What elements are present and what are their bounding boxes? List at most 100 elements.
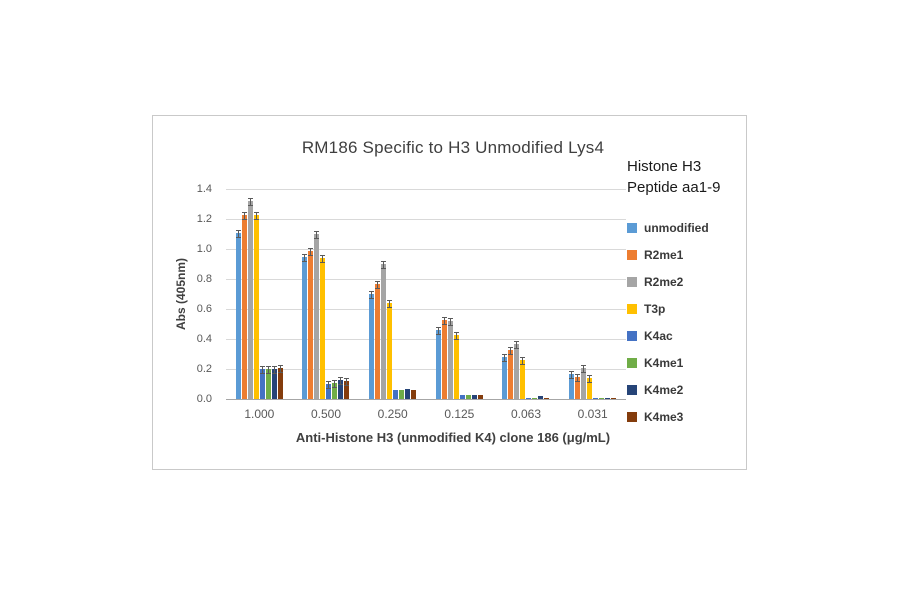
gridline	[226, 249, 626, 250]
y-tick-label: 1.4	[196, 183, 212, 195]
bar-K4me2-0.125	[471, 394, 477, 399]
bar-K4me1-0.500	[332, 379, 338, 399]
legend-item-K4ac: K4ac	[627, 322, 745, 349]
bar-K4ac-0.500	[326, 381, 332, 399]
error-bar	[435, 327, 441, 335]
error-bar	[265, 366, 271, 374]
legend-label: R2me2	[644, 274, 684, 289]
legend-label: R2me1	[644, 247, 684, 262]
bar-T3p-0.031	[587, 375, 593, 399]
bar-unmodified-1.000	[235, 229, 241, 399]
x-tick-label: 1.000	[244, 407, 275, 421]
bar-K4ac-1.000	[259, 366, 265, 399]
error-bar	[259, 366, 265, 374]
plot-area	[226, 189, 626, 400]
legend-label: K4ac	[644, 328, 673, 343]
y-tick-label: 0.0	[196, 393, 212, 405]
bar-K4me1-1.000	[265, 366, 271, 399]
bar-groups	[226, 189, 626, 399]
bar-R2me2-0.031	[581, 364, 587, 399]
bar-K4me3-0.063	[544, 397, 550, 399]
bar-K4ac-0.250	[393, 390, 399, 399]
bar-K4me3-1.000	[277, 364, 283, 399]
legend-swatch-icon	[627, 276, 637, 287]
legend-label: K4me2	[644, 382, 684, 397]
error-bar	[271, 366, 277, 374]
bar-unmodified-0.031	[569, 370, 575, 399]
bar-group-0.063	[493, 189, 560, 399]
bar-R2me1-0.031	[575, 373, 581, 399]
bar-T3p-0.125	[453, 331, 459, 399]
legend-label: T3p	[644, 301, 666, 316]
error-bar	[387, 300, 393, 308]
legend: Histone H3 Peptide aa1-9 unmodified R2me1…	[627, 156, 745, 430]
gridline	[226, 309, 626, 310]
error-bar	[247, 198, 253, 206]
x-axis-line	[226, 399, 626, 400]
y-axis-ticks: 0.0 0.2 0.4 0.6 0.8 1.0 1.2 1.4	[179, 183, 219, 405]
bar-K4me3-0.500	[344, 378, 350, 399]
error-bar	[314, 231, 320, 239]
y-tick-label: 1.2	[196, 213, 212, 225]
chart-title: RM186 Specific to H3 Unmodified Lys4	[301, 138, 605, 157]
legend-item-K4me2: K4me2	[627, 376, 745, 403]
gridline	[226, 279, 626, 280]
bar-group-0.125	[426, 189, 493, 399]
bar-K4me2-0.250	[405, 388, 411, 399]
x-tick-label: 0.125	[444, 407, 475, 421]
bar-K4me1-0.125	[465, 394, 471, 399]
error-bar	[338, 376, 344, 385]
error-bar	[320, 255, 326, 263]
bar-K4me1-0.063	[532, 397, 538, 399]
legend-label: unmodified	[644, 220, 709, 235]
error-bar	[332, 379, 338, 388]
gridline	[226, 339, 626, 340]
legend-label: K4me3	[644, 409, 684, 424]
legend-swatch-icon	[627, 249, 637, 260]
error-bar	[326, 381, 332, 389]
error-bar	[520, 357, 526, 365]
bar-K4me1-0.031	[599, 398, 605, 399]
error-bar	[569, 370, 575, 379]
error-bar	[302, 253, 308, 262]
x-tick-label: 0.500	[310, 407, 342, 421]
y-tick-label: 0.6	[196, 303, 212, 315]
error-bar	[587, 375, 593, 383]
bar-R2me2-1.000	[247, 198, 253, 399]
legend-title: Histone H3 Peptide aa1-9	[627, 158, 721, 196]
bar-unmodified-0.500	[302, 253, 308, 399]
bar-K4ac-0.031	[593, 397, 599, 399]
error-bar	[441, 316, 447, 325]
bar-group-0.500	[293, 189, 360, 399]
legend-item-K4me1: K4me1	[627, 349, 745, 376]
legend-item-T3p: T3p	[627, 295, 745, 322]
legend-swatch-icon	[627, 330, 637, 341]
y-tick-label: 0.2	[196, 363, 212, 375]
bar-T3p-0.250	[387, 300, 393, 399]
bar-group-0.250	[359, 189, 426, 399]
error-bar	[308, 247, 314, 256]
bar-group-1.000	[226, 189, 293, 399]
error-bar	[369, 291, 375, 299]
bar-R2me1-0.500	[308, 247, 314, 399]
x-tick-label: 0.063	[511, 407, 542, 421]
bar-group-0.031	[559, 189, 626, 399]
x-axis-ticks: 1.000 0.500 0.250 0.125 0.063 0.031	[226, 407, 626, 421]
gridline	[226, 369, 626, 370]
error-bar	[447, 318, 453, 326]
y-tick-label: 1.0	[196, 243, 212, 255]
bar-K4me2-0.063	[538, 396, 544, 399]
bar-K4ac-0.063	[526, 397, 532, 399]
error-bar	[344, 378, 350, 386]
error-bar	[241, 211, 247, 220]
bar-K4ac-0.125	[459, 394, 465, 399]
error-bar	[253, 211, 259, 220]
legend-item-R2me1: R2me1	[627, 241, 745, 268]
legend-item-unmodified: unmodified	[627, 214, 745, 241]
bar-R2me1-0.250	[375, 280, 381, 399]
legend-item-K4me3: K4me3	[627, 403, 745, 430]
error-bar	[375, 280, 381, 289]
gridline	[226, 219, 626, 220]
bar-K4me3-0.031	[611, 397, 617, 399]
bar-R2me2-0.500	[314, 231, 320, 399]
